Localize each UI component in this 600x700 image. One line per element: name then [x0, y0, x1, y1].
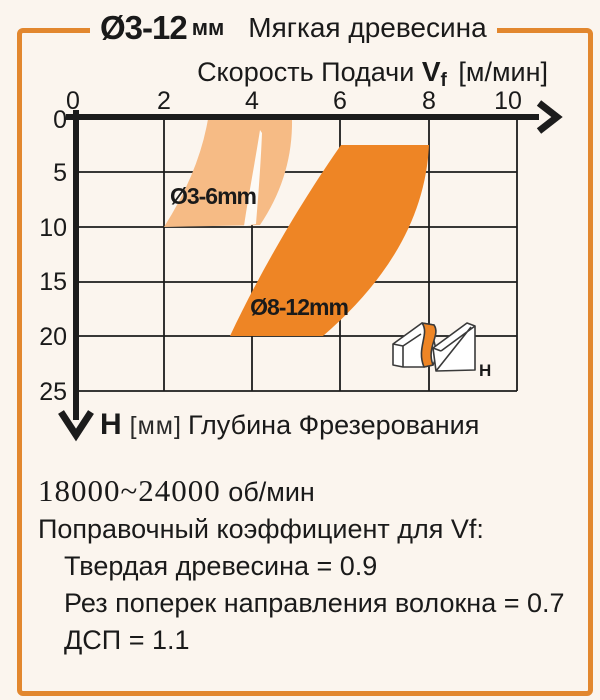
y-axis-unit: [мм] — [129, 412, 182, 440]
material-name: Мягкая древесина — [248, 12, 487, 43]
wood-depth-label: H — [479, 361, 491, 380]
correction-crossgrain: Рез поперек направления волокна = 0.7 — [64, 588, 565, 618]
x-tick-0: 0 — [66, 88, 80, 115]
x-axis-symbol-sub: f — [440, 70, 447, 91]
y-tick-0: 0 — [53, 106, 67, 134]
x-axis-symbol: V — [421, 56, 441, 87]
band-8-12mm-label: Ø8-12mm — [250, 294, 348, 320]
correction-hardwood: Твердая древесина = 0.9 — [64, 551, 378, 581]
y-tick-labels: 0 5 10 15 20 25 — [39, 106, 67, 406]
x-tick-2: 2 — [157, 88, 171, 115]
x-tick-6: 6 — [333, 88, 347, 115]
x-axis-title-text: Скорость Подачи — [197, 57, 415, 87]
x-axis-title: Скорость Подачи Vf [м/мин] — [0, 56, 548, 92]
panel-title: Ø3-12 мм Мягкая древесина — [90, 4, 497, 52]
diameter-range: Ø3-12 — [100, 9, 188, 46]
x-axis-arrow-icon — [536, 100, 563, 134]
feed-depth-chart: Ø3-6mm Ø8-12mm 0 2 4 6 8 10 0 5 10 15 20… — [39, 88, 563, 442]
y-tick-10: 10 — [39, 214, 67, 242]
rpm-unit: об/мин — [228, 477, 315, 507]
y-axis-title: H [мм] Глубина Фрезерования — [100, 408, 479, 442]
y-tick-25: 25 — [39, 378, 67, 406]
band-3-6mm — [164, 119, 293, 227]
y-axis-title-text: Глубина Фрезерования — [187, 410, 480, 440]
band-3-6mm-label: Ø3-6mm — [170, 183, 257, 209]
wood-cut-face — [420, 322, 437, 368]
diameter-unit: мм — [191, 15, 225, 40]
x-axis-unit: [м/мин] — [458, 57, 548, 87]
wood-cut-icon — [392, 322, 476, 372]
rpm-range: 18000~24000 — [38, 473, 221, 508]
rpm-line: 18000~24000 об/мин — [38, 472, 565, 511]
band-8-12mm — [230, 145, 429, 336]
y-tick-5: 5 — [53, 159, 67, 187]
x-tick-10: 10 — [494, 88, 522, 115]
wood-left-block-edges — [392, 333, 422, 367]
notes-block: 18000~24000 об/мин Поправочный коэффицие… — [38, 472, 565, 659]
correction-title: Поправочный коэффициент для Vf: — [38, 514, 484, 544]
correction-chipboard: ДСП = 1.1 — [64, 625, 190, 655]
y-axis-arrow-icon — [58, 410, 94, 442]
y-tick-20: 20 — [39, 323, 67, 351]
x-tick-8: 8 — [422, 88, 436, 115]
y-tick-15: 15 — [39, 268, 67, 296]
y-axis-symbol: H — [100, 408, 122, 441]
x-tick-labels: 0 2 4 6 8 10 — [66, 88, 522, 115]
x-tick-4: 4 — [245, 88, 259, 115]
wood-right-block-edges — [432, 325, 476, 372]
band-3-6mm-inner-gap — [244, 130, 262, 226]
